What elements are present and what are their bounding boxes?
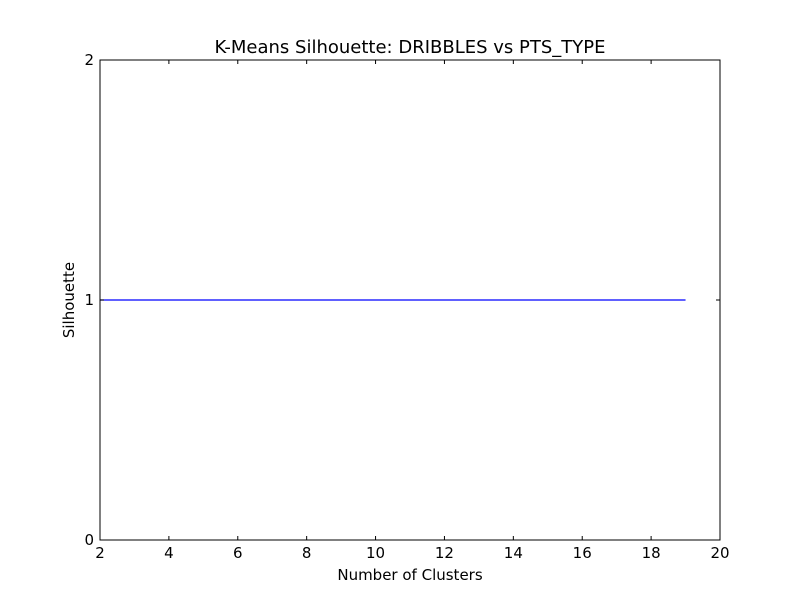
- y-tick-label: 2: [84, 51, 94, 69]
- x-tick-label: 18: [642, 544, 661, 562]
- chart-title: K-Means Silhouette: DRIBBLES vs PTS_TYPE: [214, 37, 605, 58]
- x-axis-label: Number of Clusters: [337, 566, 482, 584]
- y-tick-label: 1: [84, 291, 94, 309]
- x-tick-label: 10: [366, 544, 385, 562]
- y-tick-label: 0: [84, 531, 94, 549]
- x-tick-label: 2: [95, 544, 105, 562]
- y-axis-label: Silhouette: [60, 262, 78, 338]
- x-tick-label: 14: [504, 544, 523, 562]
- x-tick-label: 20: [710, 544, 729, 562]
- x-tick-label: 8: [302, 544, 312, 562]
- x-tick-label: 12: [435, 544, 454, 562]
- x-tick-label: 16: [573, 544, 592, 562]
- x-tick-label: 6: [233, 544, 243, 562]
- x-tick-label: 4: [164, 544, 174, 562]
